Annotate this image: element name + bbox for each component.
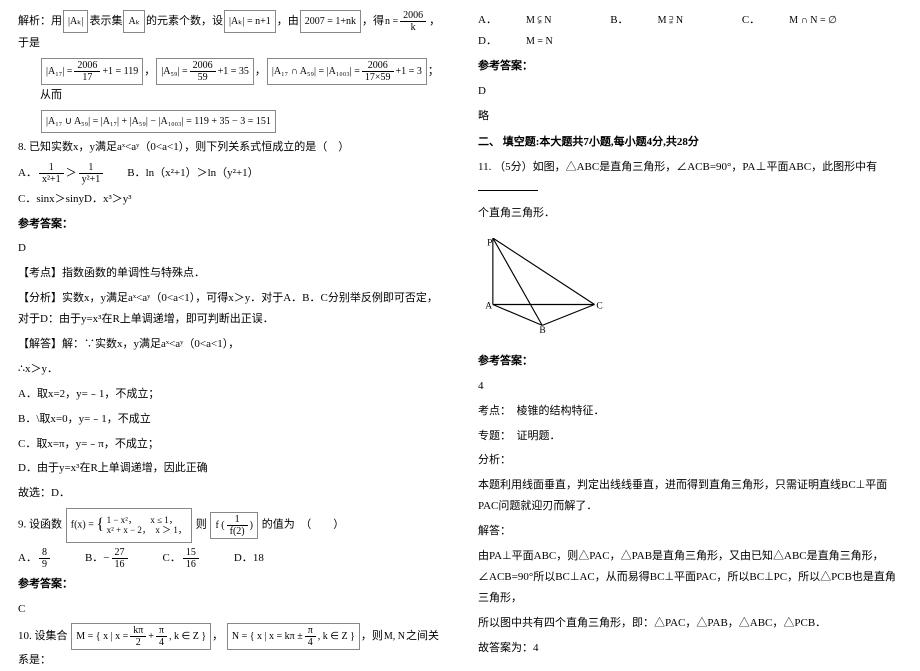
a1003-box: |A₁₇ ∩ A₅₉| = |A₁₀₀₃| =200617×59+1 = 3 bbox=[267, 58, 427, 85]
q10-M: M = { x | x =kπ2+π4, k ∈ Z } bbox=[71, 623, 211, 650]
q11-jd-c: 故答案为：4 bbox=[478, 638, 902, 659]
q9-stem: 9. 设函数 f(x) = { 1 − x²， x ≤ 1， x² + x − … bbox=[18, 508, 442, 542]
jiexi-line-3: |A₁₇ ∪ A₅₉| = |A₁₇| + |A₅₉| − |A₁₀₀₃| = … bbox=[18, 110, 442, 133]
q10-ans: D bbox=[478, 81, 902, 102]
q11-zt: 专题： 证明题． bbox=[478, 426, 902, 447]
svg-text:B: B bbox=[539, 326, 545, 333]
jiexi-line-1: 解析：用|Aₖ|表示集Aₖ的元素个数，设|Aₖ| = n+1，由2007 = 1… bbox=[18, 10, 442, 54]
jiexi-line-2: |A₁₇| =200617+1 = 119，|A₅₉| =200659+1 = … bbox=[18, 58, 442, 106]
svg-text:P: P bbox=[487, 239, 492, 249]
q11-kd: 考点： 棱锥的结构特征． bbox=[478, 401, 902, 422]
a59-box: |A₅₉| =200659+1 = 35 bbox=[156, 58, 254, 85]
a17-box: |A₁₇| =200617+1 = 119 bbox=[41, 58, 143, 85]
box-ak: Aₖ bbox=[123, 10, 144, 33]
q11-stem-b: 个直角三角形． bbox=[478, 203, 902, 224]
q8-fx: 【分析】实数x，y满足aˣ<aʸ（0<a<1），可得x＞y．对于A．B．C分别举… bbox=[18, 288, 442, 330]
q8-kd: 【考点】指数函数的单调性与特殊点． bbox=[18, 263, 442, 284]
q9-ans-label: 参考答案： bbox=[18, 574, 442, 595]
q11-jd-label: 解答： bbox=[478, 521, 902, 542]
q8-ans-label: 参考答案： bbox=[18, 214, 442, 235]
q8-jd-e: C．取x=π，y=﹣π，不成立； bbox=[18, 434, 442, 455]
union-box: |A₁₇ ∪ A₅₉| = |A₁₇| + |A₅₉| − |A₁₀₀₃| = … bbox=[41, 110, 276, 133]
box-ak-eq: |Aₖ| = n+1 bbox=[224, 10, 276, 33]
triangle-diagram: P A B C bbox=[482, 238, 612, 333]
q11-stem: 11. （5分）如图，△ABC是直角三角形，∠ACB=90°，PA⊥平面ABC，… bbox=[478, 157, 902, 199]
q11-ans: 4 bbox=[478, 376, 902, 397]
q9-ans: C bbox=[18, 599, 442, 620]
right-column: A．M ⫋ N B．M ⫌ N C．M ∩ N = ∅ D．M = N 参考答案… bbox=[460, 0, 920, 651]
box-2007: 2007 = 1+nk bbox=[300, 10, 361, 33]
svg-text:A: A bbox=[485, 301, 492, 311]
svg-text:C: C bbox=[596, 301, 602, 311]
frac-n: n =2006k bbox=[385, 10, 428, 33]
q10-stem: 10. 设集合 M = { x | x =kπ2+π4, k ∈ Z } ， N… bbox=[18, 623, 442, 671]
q8-ans: D bbox=[18, 238, 442, 259]
q9-options: A．89 B．−2716 C．1516 D．18 bbox=[18, 547, 442, 570]
left-column: 解析：用|Aₖ|表示集Aₖ的元素个数，设|Aₖ| = n+1，由2007 = 1… bbox=[0, 0, 460, 651]
q11-fx: 本题利用线面垂直，判定出线线垂直，进而得到直角三角形，只需证明直线BC⊥平面PA… bbox=[478, 475, 902, 517]
q11-ans-label: 参考答案： bbox=[478, 351, 902, 372]
q9-piecewise: f(x) = { 1 − x²， x ≤ 1， x² + x − 2， x ＞ … bbox=[66, 508, 192, 542]
jiexi-label: 解析： bbox=[18, 15, 51, 27]
q10-N: N = { x | x = kπ ±π4, k ∈ Z } bbox=[227, 623, 360, 650]
q8-jd-f: D．由于y=x³在R上单调递增，因此正确 bbox=[18, 458, 442, 479]
box-ak-abs: |Aₖ| bbox=[63, 10, 88, 33]
q8-jd-b: ∴x＞y． bbox=[18, 359, 442, 380]
q10-options: A．M ⫋ N B．M ⫌ N C．M ∩ N = ∅ D．M = N bbox=[478, 10, 902, 52]
q11-jd-b: 所以图中共有四个直角三角形，即：△PAC，△PAB，△ABC，△PCB． bbox=[478, 613, 902, 634]
q8-jd-c: A．取x=2，y=﹣1，不成立； bbox=[18, 384, 442, 405]
q9-f-of-frac: f (1f(2)) bbox=[210, 512, 258, 539]
section-2-title: 二、 填空题:本大题共7小题,每小题4分,共28分 bbox=[478, 132, 902, 153]
q8-stem: 8. 已知实数x，y满足aˣ<aʸ（0<a<1），则下列关系式恒成立的是（ ） bbox=[18, 137, 442, 158]
q11-jd-a: 由PA⊥平面ABC，则△PAC，△PAB是直角三角形，又由已知△ABC是直角三角… bbox=[478, 546, 902, 609]
q10-ans-label: 参考答案： bbox=[478, 56, 902, 77]
q8-options-ab: A．1x²+1＞1y²+1 B．ln（x²+1）＞ln（y²+1） bbox=[18, 162, 442, 185]
q10-note: 略 bbox=[478, 106, 902, 127]
q8-jd-d: B．\取x=0，y=﹣1，不成立 bbox=[18, 409, 442, 430]
q8-jd-g: 故选：D． bbox=[18, 483, 442, 504]
q8-options-cd: C．sinx＞sinyD．x³＞y³ bbox=[18, 189, 442, 210]
q8-jd-a: 【解答】解：∵实数x，y满足aˣ<aʸ（0<a<1）， bbox=[18, 334, 442, 355]
fill-blank bbox=[478, 181, 538, 191]
q11-fx-label: 分析： bbox=[478, 450, 902, 471]
